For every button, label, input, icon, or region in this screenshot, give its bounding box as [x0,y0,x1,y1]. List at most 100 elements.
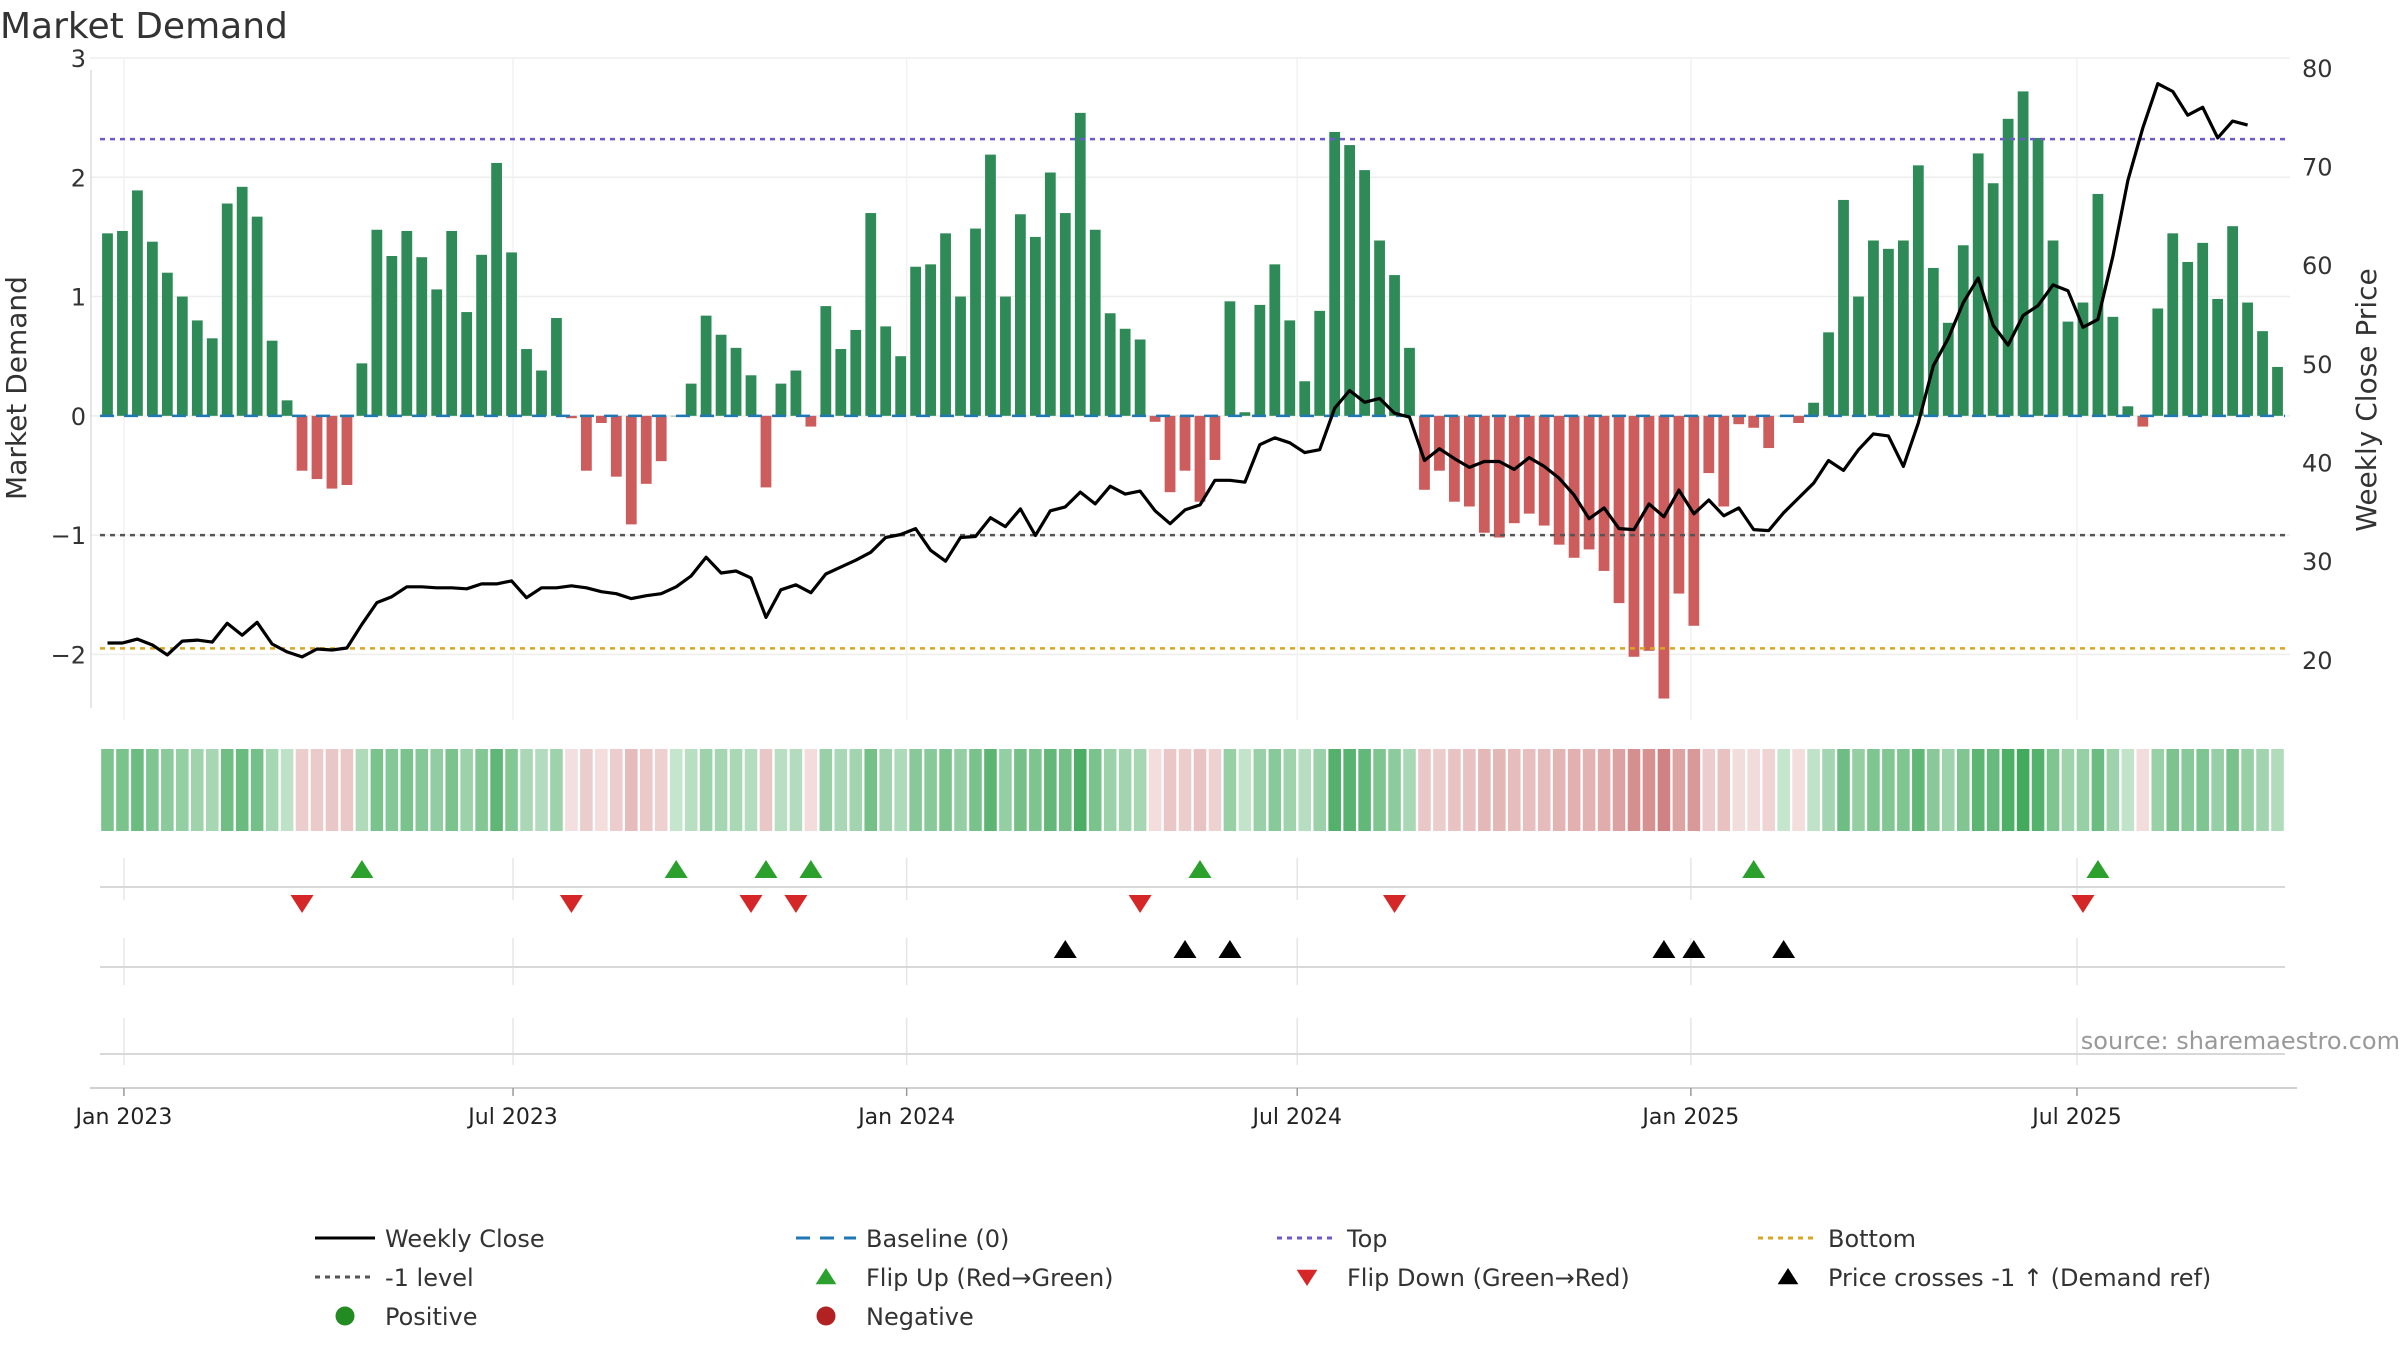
demand-bar [311,415,323,480]
demand-bar [1972,153,1984,416]
heat-cell [1912,749,1925,831]
demand-bar [461,312,473,416]
x-tick-label: Jul 2025 [2030,1105,2122,1130]
demand-bar [176,296,188,416]
heat-cell [1927,749,1940,831]
demand-bar [326,415,338,489]
demand-bar [1000,296,1011,416]
heat-cell [744,749,758,831]
heat-cell [639,749,653,831]
legend-label: Weekly Close [385,1225,545,1253]
heat-cell [1493,749,1506,831]
demand-bar [1868,240,1879,416]
demand-bar [715,334,727,416]
heat-cell [1029,749,1042,831]
heat-cell [2196,749,2209,831]
heat-cell [2076,749,2090,831]
heat-cell [1807,749,1820,831]
heat-cell [2151,749,2165,831]
heat-cell [1178,749,1192,831]
gridlines [90,57,2290,1065]
demand-bar [835,349,847,416]
demand-bar [1299,381,1311,416]
heat-cell [1133,749,1147,831]
legend-swatch-triangle [1296,1269,1318,1286]
demand-bar [685,383,697,416]
demand-bar [955,296,966,416]
flip-down-marker [1383,895,1407,913]
heat-cell [1268,749,1282,831]
price-cross-marker [1772,940,1796,958]
heat-cell [954,749,967,831]
legend-item-price-cross: Price crosses -1 ↑ (Demand ref) [1777,1264,2211,1292]
demand-bar [1074,112,1086,416]
heat-cell [1732,749,1746,831]
demand-bar [1134,339,1146,416]
heat-cell [939,749,952,831]
demand-bar [2272,366,2283,416]
heat-cell [1597,749,1611,831]
heat-cell [1657,749,1671,831]
right-tick-label: 40 [2302,450,2333,478]
demand-bar [1164,415,1176,493]
legend: Weekly Close Baseline (0) Top Bottom -1 leve… [315,1225,2211,1331]
heat-cell [355,749,369,831]
demand-bar [2122,406,2134,416]
heat-cell [205,749,219,831]
heat-cell [849,749,863,831]
heat-cell [280,749,294,831]
demand-bar [2227,226,2239,416]
heat-cell [1059,749,1072,831]
demand-bar [1838,199,1849,416]
demand-bar [431,289,443,416]
demand-bars [102,91,2283,699]
heat-cell [520,749,533,831]
heat-cell [1358,749,1371,831]
demand-bar [1583,415,1595,550]
heat-cell [310,749,324,831]
demand-bar [2182,261,2194,416]
heat-cell [1522,749,1536,831]
heat-cell [2121,749,2135,831]
demand-bar [356,363,368,416]
heat-cell [235,749,249,831]
demand-bar [850,329,862,416]
right-tick-label: 50 [2302,351,2333,379]
demand-bar [820,306,832,416]
demand-bar [1733,415,1745,425]
demand-bar [1883,248,1894,416]
x-tick-label: Jul 2023 [466,1105,558,1130]
heat-cell [190,749,204,831]
heat-cell [2061,749,2075,831]
demand-bar [161,272,173,416]
demand-bar [371,229,383,416]
demand-bar [491,162,502,416]
demand-bar [805,415,817,427]
left-tick-label: 2 [71,164,86,192]
heat-cell [1433,749,1446,831]
price-cross-marker [1053,940,1077,958]
right-axis-title: Weekly Close Price [2350,268,2383,531]
heat-cell [1418,749,1431,831]
reference-lines [100,137,2285,650]
heat-cell [146,749,159,831]
heat-cell [834,749,848,831]
flip-down-marker [2071,895,2095,913]
heat-cell [1687,749,1701,831]
demand-bar [1419,415,1430,490]
demand-bar [760,415,772,488]
demand-bar [640,415,652,484]
demand-bar [1194,415,1206,502]
heat-cell [161,749,174,831]
demand-bar [1823,332,1834,416]
demand-bar [1344,145,1356,416]
demand-bar [2257,331,2268,416]
legend-item-negative: Negative [816,1303,974,1331]
demand-bar [1434,415,1445,471]
heat-cell [1822,749,1835,831]
heat-cell [250,749,264,831]
demand-bar [1478,415,1490,533]
legend-item-bottom: Bottom [1758,1225,1916,1253]
flip-down-marker [1128,895,1152,913]
heat-cell [969,749,982,831]
